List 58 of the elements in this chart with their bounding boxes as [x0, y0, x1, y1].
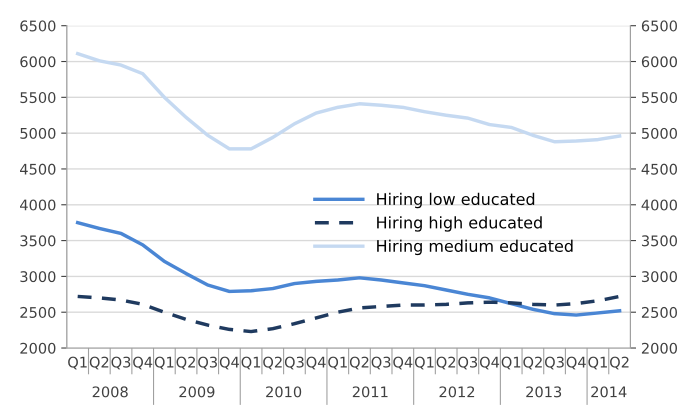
text: 2009 — [179, 386, 214, 398]
text: 2013 — [526, 386, 562, 398]
legend-label: Hiring medium educated — [377, 240, 573, 256]
line-series — [76, 52, 622, 151]
x-tick-label: Q4 — [480, 356, 500, 370]
y-tick-label: 4500 — [20, 164, 56, 175]
x-tick-label: Q2 — [176, 356, 195, 370]
y2-tick-label: 6500 — [642, 20, 677, 32]
legend-label: Hiring low educated — [377, 192, 534, 208]
x-tick-label: Q2 — [436, 356, 456, 370]
y2-tick-label: 2000 — [642, 342, 677, 354]
x-tick-label: Q1 — [502, 356, 520, 370]
x-tick-label: Q1 — [154, 356, 174, 370]
y-tick-label: 6000 — [20, 56, 56, 68]
y2-tick-label: 5500 — [642, 92, 677, 104]
y-tick-label: 3000 — [20, 271, 56, 282]
x-tick-label: Q3 — [198, 356, 217, 370]
y2-tick-label: 4000 — [642, 199, 677, 211]
line-series — [76, 294, 622, 334]
y2-tick-label: 6000 — [642, 56, 677, 68]
y-tick-label: 4000 — [20, 199, 56, 211]
x-tick-label: Q3 — [372, 356, 390, 370]
x-tick-label: Q4 — [220, 356, 239, 370]
x-tick-label: Q4 — [306, 356, 326, 370]
x-tick-label: Q3 — [458, 356, 478, 370]
text: 2010 — [266, 386, 302, 398]
y-tick-label: 2000 — [20, 342, 56, 354]
x-tick-label: Q2 — [263, 356, 282, 370]
y-tick-label: 5000 — [20, 128, 56, 139]
y2-tick-label: 3000 — [642, 271, 677, 282]
x-tick-label: Q1 — [68, 356, 87, 370]
legend-label: Hiring high educated — [377, 216, 542, 232]
text: 2014 — [591, 386, 626, 398]
text: 2011 — [352, 386, 388, 398]
x-tick-label: Q1 — [414, 356, 434, 370]
x-tick-label: Q2 — [523, 356, 542, 370]
x-tick-label: Q3 — [545, 356, 564, 370]
y-tick-label: 3500 — [20, 235, 56, 246]
x-tick-label: Q4 — [566, 356, 586, 370]
x-tick-label: Q1 — [588, 356, 607, 370]
x-tick-label: Q1 — [242, 356, 260, 370]
x-tick-label: Q2 — [350, 356, 368, 370]
y2-tick-label: 5000 — [642, 128, 677, 139]
x-tick-label: Q4 — [393, 356, 412, 370]
text: 2008 — [92, 386, 128, 398]
x-tick-label: Q3 — [111, 356, 130, 370]
x-tick-label: Q3 — [284, 356, 304, 370]
y-tick-label: 2500 — [20, 306, 56, 318]
x-tick-label: Q1 — [328, 356, 347, 370]
text: 2012 — [440, 386, 474, 398]
y-tick-label: 5500 — [20, 92, 56, 104]
y-tick-label: 6500 — [20, 20, 56, 32]
y2-tick-label: 4500 — [642, 164, 677, 175]
y2-tick-label: 3500 — [642, 235, 677, 246]
x-tick-label: Q2 — [610, 356, 629, 370]
x-tick-label: Q4 — [133, 356, 152, 370]
x-tick-label: Q2 — [90, 356, 108, 370]
y2-tick-label: 2500 — [642, 306, 677, 318]
